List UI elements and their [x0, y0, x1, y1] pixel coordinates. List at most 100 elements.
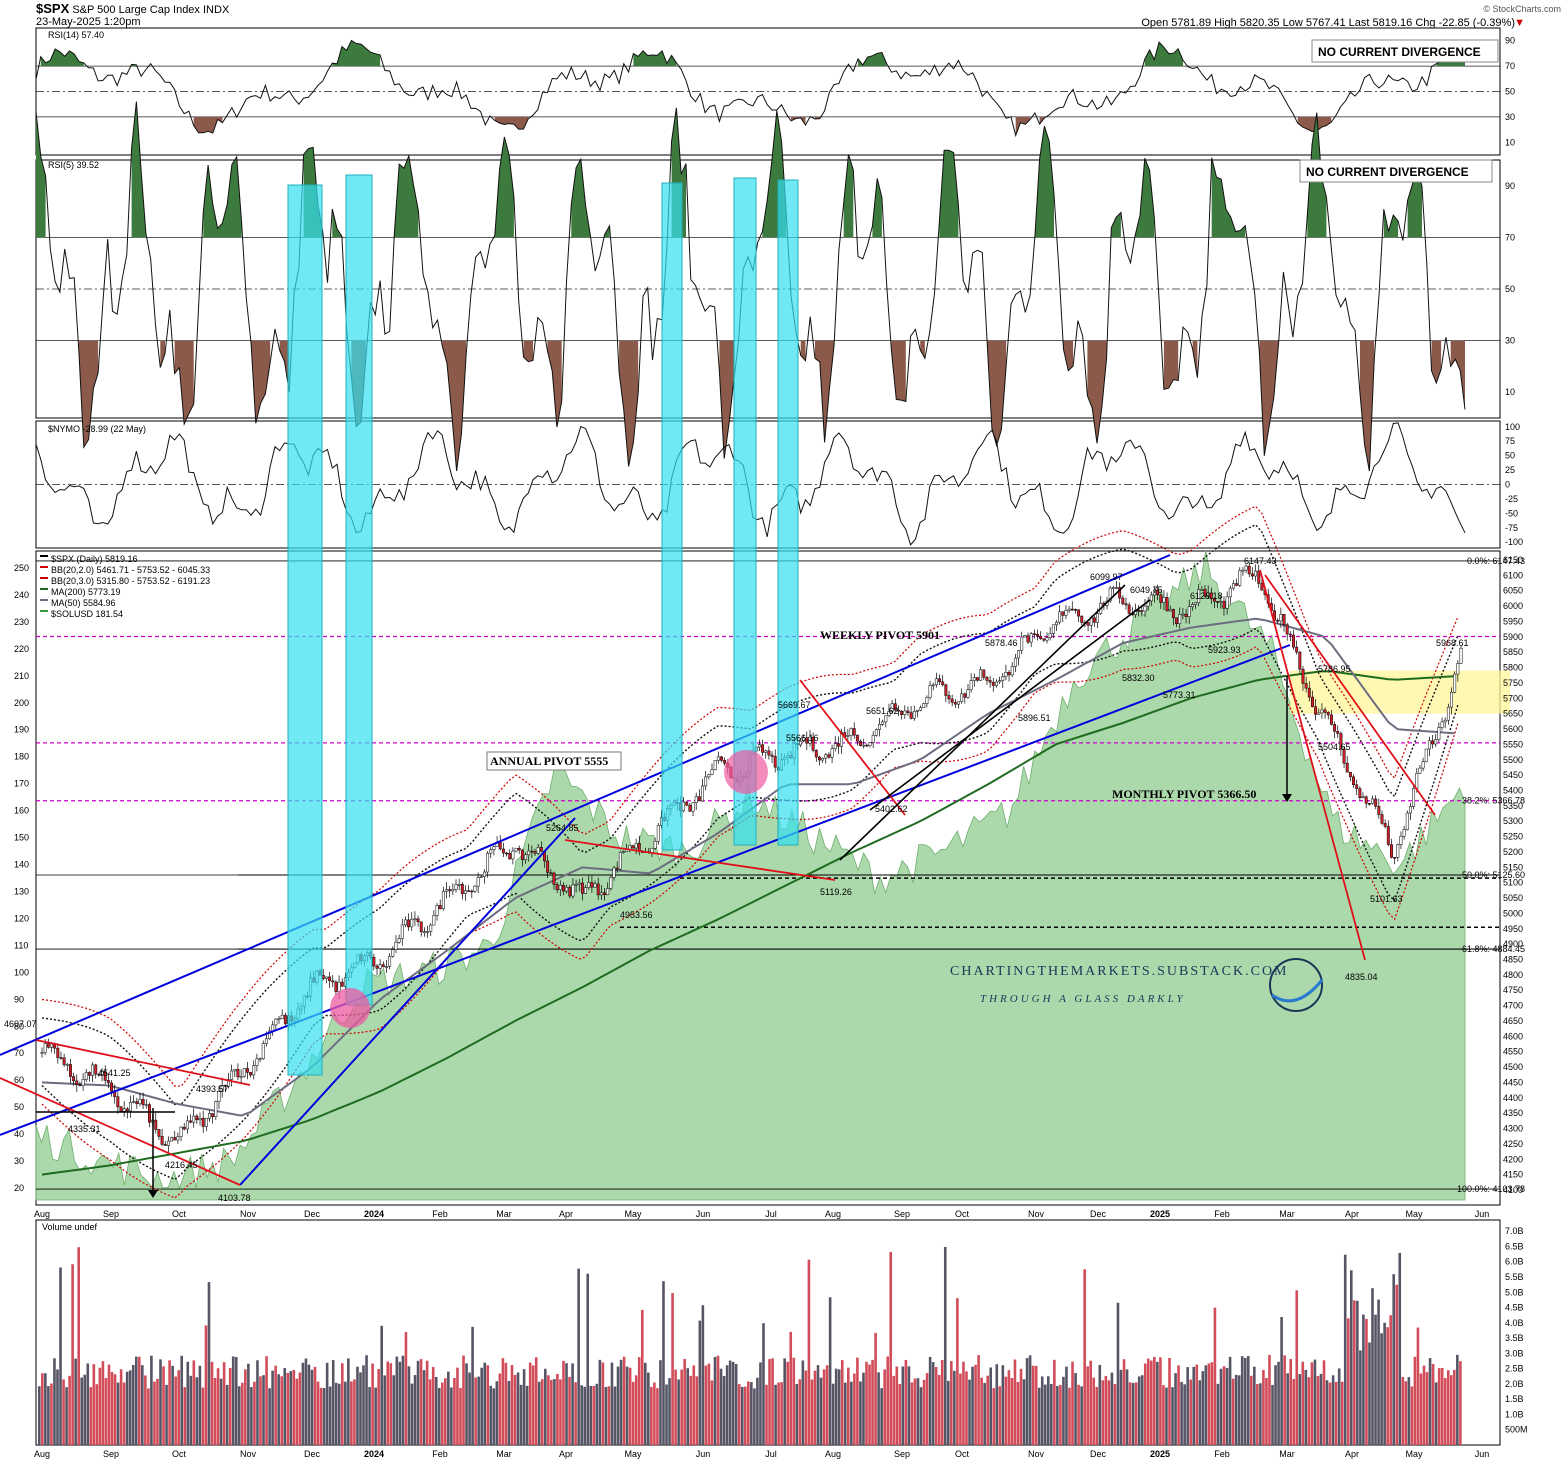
volume-bar	[734, 1364, 738, 1445]
y-tick-label: 10	[1505, 137, 1515, 147]
sol-tick-label: 190	[14, 725, 29, 735]
volume-bar	[1077, 1384, 1080, 1445]
candle-body	[1156, 589, 1160, 596]
volume-bars-group	[38, 1246, 1462, 1445]
volume-bar	[792, 1357, 796, 1445]
y-tick-label: 70	[1505, 61, 1515, 71]
volume-bar	[616, 1366, 620, 1445]
volume-bar	[540, 1379, 544, 1445]
candle-body	[1342, 748, 1346, 764]
candle-body	[103, 1071, 107, 1081]
rsi5-zone-fill	[1034, 126, 1054, 238]
volume-bar	[1198, 1380, 1202, 1445]
volume-bar	[998, 1386, 1002, 1445]
rsi5-zone-fill	[279, 340, 290, 392]
candle-body	[482, 871, 486, 877]
candle-body	[331, 980, 335, 983]
volume-bar	[1446, 1370, 1450, 1445]
ohlc-readout: Open 5781.89 High 5820.35 Low 5767.41 La…	[1141, 17, 1515, 29]
x-tick-label-bottom: Dec	[304, 1449, 321, 1459]
candle-body	[773, 756, 777, 768]
volume-bar	[431, 1366, 435, 1445]
price-value-label: 4607.07	[4, 1019, 37, 1029]
nymo-label: $NYMO -28.99 (22 May)	[48, 424, 146, 434]
candle-body	[1336, 731, 1340, 734]
candle-body	[268, 1030, 271, 1040]
sol-tick-label: 170	[14, 779, 29, 789]
candle-body	[1352, 776, 1355, 786]
candle-body	[704, 776, 708, 787]
candle-body	[1374, 798, 1378, 807]
volume-bar	[259, 1376, 262, 1445]
red-trend-line	[799, 679, 906, 816]
volume-bar	[162, 1366, 165, 1445]
candle-body	[982, 669, 986, 678]
volume-bar	[637, 1357, 641, 1445]
candle-body	[324, 976, 328, 979]
volume-bar	[1074, 1373, 1077, 1445]
volume-bar	[934, 1366, 938, 1445]
fib-label: 61.8%: 4884.45	[1462, 944, 1525, 954]
volume-bar	[622, 1356, 626, 1445]
volume-bar	[341, 1363, 344, 1445]
x-tick-label: Jun	[696, 1209, 711, 1219]
candle-body	[527, 850, 531, 856]
volume-bar	[401, 1355, 405, 1445]
rsi5-zone-fill	[1259, 340, 1279, 456]
price-value-label: 5773.31	[1163, 690, 1196, 700]
candle-body	[546, 860, 550, 873]
volume-bar	[1031, 1365, 1035, 1445]
price-tick-label: 5400	[1503, 785, 1523, 795]
candle-body	[878, 724, 881, 730]
volume-bar	[598, 1359, 602, 1445]
price-tick-label: 5450	[1503, 770, 1523, 780]
candle-body	[438, 905, 442, 910]
sol-tick-label: 60	[14, 1075, 24, 1085]
highlight-circle	[330, 988, 370, 1028]
rsi5-zone-fill	[872, 178, 882, 238]
candle-body	[530, 850, 534, 853]
volume-bar	[174, 1376, 177, 1445]
candle-body	[1219, 600, 1223, 603]
rsi5-zone-fill	[1431, 340, 1442, 384]
candle-body	[976, 677, 979, 681]
volume-bar	[931, 1362, 935, 1445]
volume-bar	[350, 1381, 353, 1445]
volume-bar	[519, 1384, 523, 1445]
candle-body	[562, 885, 565, 892]
candle-body	[1004, 672, 1008, 677]
candle-body	[868, 742, 872, 746]
volume-bar	[38, 1386, 41, 1445]
x-tick-label: Apr	[1345, 1209, 1359, 1219]
candle-body	[1440, 721, 1444, 728]
candle-body	[1111, 587, 1115, 589]
volume-bar	[1353, 1300, 1356, 1445]
volume-bar	[725, 1365, 729, 1445]
candle-body	[688, 804, 692, 812]
y-tick-label: 100	[1505, 422, 1520, 432]
volume-bar	[428, 1379, 432, 1445]
candle-body	[280, 1014, 284, 1019]
price-value-label: 5878.46	[985, 638, 1018, 648]
candle-body	[116, 1096, 120, 1108]
legend-entry: BB(20,3.0) 5315.80 - 5753.52 - 6191.23	[51, 576, 210, 586]
volume-bar	[50, 1383, 53, 1445]
volume-bar	[801, 1360, 805, 1445]
candle-body	[991, 681, 995, 686]
volume-bar	[559, 1379, 562, 1445]
volume-bar	[201, 1387, 205, 1445]
volume-bar	[810, 1379, 814, 1445]
volume-bar	[713, 1356, 717, 1445]
volume-bar	[583, 1386, 586, 1445]
candle-body	[1418, 767, 1422, 774]
volume-bar	[444, 1378, 447, 1445]
candle-body	[568, 886, 572, 897]
volume-bar	[474, 1377, 477, 1445]
candle-body	[1070, 608, 1074, 611]
price-tick-label: 4150	[1503, 1170, 1523, 1180]
x-tick-label-bottom: May	[624, 1449, 642, 1459]
volume-bar	[334, 1382, 338, 1445]
volume-bar	[468, 1372, 471, 1445]
candle-body	[1042, 638, 1046, 641]
candle-body	[492, 846, 496, 850]
